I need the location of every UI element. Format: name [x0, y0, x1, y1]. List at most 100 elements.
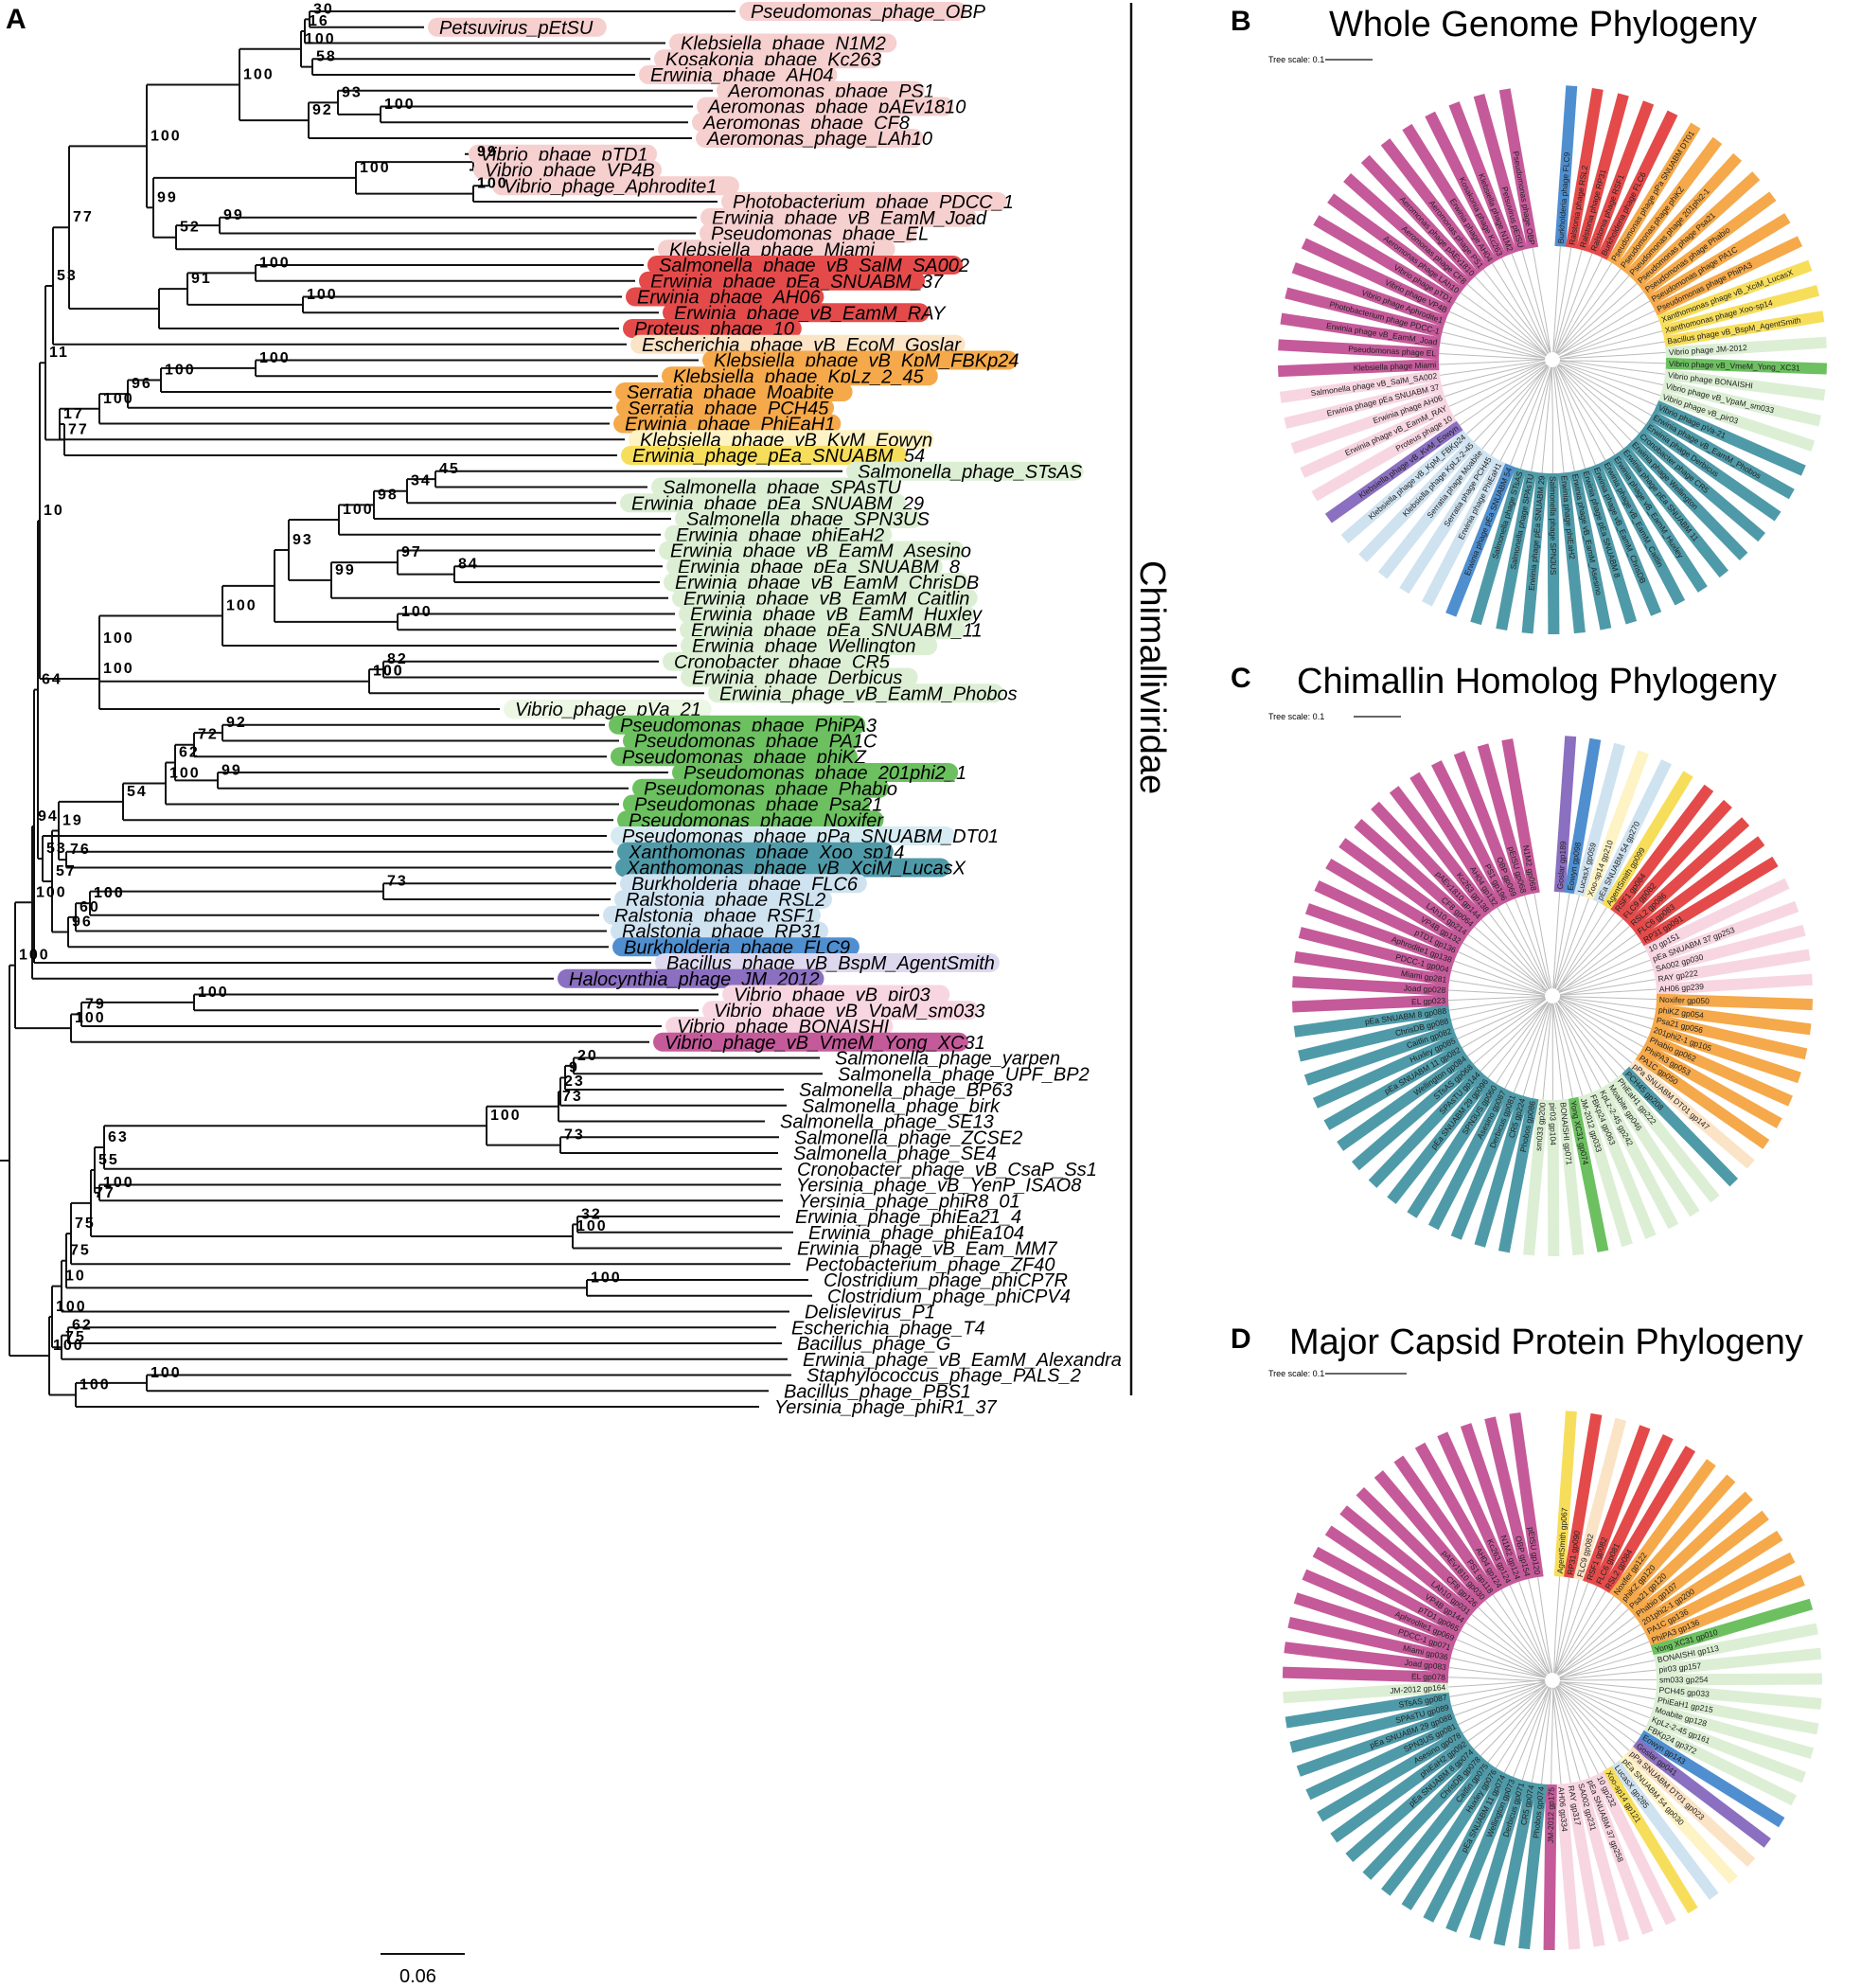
branch	[1622, 351, 1666, 356]
tip: Klebsiella_phage_N1M2	[669, 33, 897, 55]
leaf-highlight	[1638, 1730, 1785, 1828]
branch	[1552, 929, 1558, 989]
branch	[1559, 1667, 1614, 1678]
leaf-highlight	[1445, 463, 1516, 617]
branch	[1521, 1759, 1530, 1781]
branch	[1588, 1682, 1657, 1691]
branch	[1440, 363, 1528, 376]
bootstrap-label: 100	[36, 884, 67, 900]
tip: Proteus_phage_10	[623, 319, 802, 340]
leaf-highlight	[1592, 759, 1672, 905]
branch	[1467, 933, 1493, 953]
leaf-highlight	[1498, 1096, 1539, 1253]
leaf-highlight	[1631, 1510, 1769, 1622]
branch	[1557, 967, 1584, 991]
leaf-highlight	[1586, 1090, 1657, 1239]
tip-highlight	[697, 97, 954, 116]
tip: Pseudomonas_phage_OBP	[739, 2, 986, 23]
leaf-highlight	[1345, 1744, 1479, 1862]
branch	[1516, 997, 1546, 1009]
branch	[1555, 246, 1561, 304]
branch	[1556, 1685, 1573, 1704]
panel-a-letter: A	[6, 4, 27, 35]
tip: Klebsiella_phage_vB_KvM_Eowyn	[629, 430, 934, 451]
tip-label: Klebsiella_phage_KpLz_2_45	[673, 366, 925, 387]
branch	[1462, 1019, 1512, 1049]
branch	[1459, 380, 1524, 426]
leaf-highlight	[1380, 138, 1488, 274]
bootstrap-label: 100	[360, 160, 391, 176]
branch	[1519, 432, 1533, 470]
branch	[1510, 396, 1539, 466]
leaf: sm033 gp254	[1656, 1673, 1823, 1686]
tip-highlight	[647, 256, 963, 275]
tip: Vibrio_phage_Aphrodite1	[492, 176, 739, 197]
leaf-highlight	[1325, 858, 1466, 949]
tip-label: Erwinia_phage_pEa_SNUABM_8	[678, 557, 960, 577]
leaf-highlight	[1389, 786, 1494, 917]
branch	[1558, 1683, 1603, 1712]
branch	[1586, 1019, 1639, 1056]
branch	[1537, 958, 1550, 990]
leaf-highlight	[1337, 1051, 1471, 1151]
bootstrap-label: 63	[108, 1129, 129, 1145]
tip-highlight	[629, 430, 934, 450]
branch	[1541, 412, 1549, 473]
tip: Clostridium_phage_phiCPV4	[827, 1287, 1071, 1307]
leaf-highlight	[1554, 85, 1578, 247]
branch	[1448, 998, 1490, 1002]
branch	[1500, 1589, 1520, 1623]
leaf-highlight	[1279, 369, 1441, 403]
tip-label: Pseudomonas_phage_EL	[711, 224, 929, 245]
tip: Pseudomonas_phage_pPa_SNUABM_DT01	[611, 826, 999, 847]
branch	[1484, 1658, 1546, 1678]
bootstrap-label: 100	[259, 255, 291, 271]
branch	[1528, 1687, 1551, 1760]
tip: Salmonella_phage_SPN3US	[675, 509, 930, 530]
branch	[1451, 969, 1511, 986]
tip: Petsuvirus_pEtSU	[428, 17, 607, 39]
tip: Salmonella_phage_BP63	[799, 1080, 1013, 1101]
branch	[1540, 1711, 1551, 1784]
leaf-highlight	[1296, 1710, 1457, 1777]
bootstrap-label: 19	[62, 813, 83, 829]
leaf-highlight	[1284, 380, 1444, 429]
leaf-label: sm033 gp200	[1533, 1102, 1548, 1151]
leaf-highlight	[1371, 801, 1486, 924]
leaf-highlight	[1609, 452, 1708, 593]
branch	[1582, 925, 1630, 969]
tip-highlight	[616, 398, 834, 417]
branch	[1545, 324, 1551, 353]
leaf-highlight	[1313, 215, 1458, 308]
tip-label: Salmonella_phage_birk	[802, 1096, 1001, 1117]
branch	[1551, 1687, 1564, 1741]
tip-label: Salmonella_phage_UPF_BP2	[838, 1064, 1090, 1085]
branch	[1544, 366, 1552, 399]
tip-label: Erwinia_phage_AH06	[637, 288, 821, 309]
bootstrap-label: 99	[223, 207, 244, 223]
panel-a-rectangular-tree: A Pseudomonas_phage_OBP Petsuvirus_pEtSU K…	[0, 1, 1172, 1987]
bootstrap-label: 77	[73, 209, 94, 225]
leaf-highlight	[1473, 93, 1528, 253]
branch	[1571, 901, 1599, 955]
branch	[1551, 1003, 1560, 1059]
tip: Erwinia_phage_PhiEaH1	[613, 414, 842, 435]
tip: Delislevirus_P1	[805, 1303, 935, 1323]
bootstrap-label: 84	[458, 557, 479, 573]
tip: Xanthomonas_phage_Xoo_sp14	[617, 842, 904, 863]
leaf-highlight	[1601, 1446, 1696, 1594]
tip: Erwinia_phage_vB_EamM_Caitlin	[672, 588, 978, 610]
tip: Vibrio_phage_vB_VpaM_sm033	[702, 1001, 985, 1021]
tip: Erwinia_phage_pEa_SNUABM_29	[620, 493, 924, 514]
leaf-label: sm033 gp254	[1659, 1675, 1709, 1684]
branch	[1559, 997, 1629, 1031]
branch	[1633, 310, 1656, 322]
tip-highlight	[666, 557, 943, 577]
leaf-highlight	[1654, 1693, 1819, 1735]
leaf-highlight	[1287, 1616, 1452, 1664]
leaf-highlight	[1450, 1090, 1519, 1240]
leaf-highlight	[1657, 259, 1813, 327]
branch	[1442, 331, 1469, 340]
leaf-highlight	[1498, 88, 1539, 249]
tip-highlight	[681, 636, 938, 655]
